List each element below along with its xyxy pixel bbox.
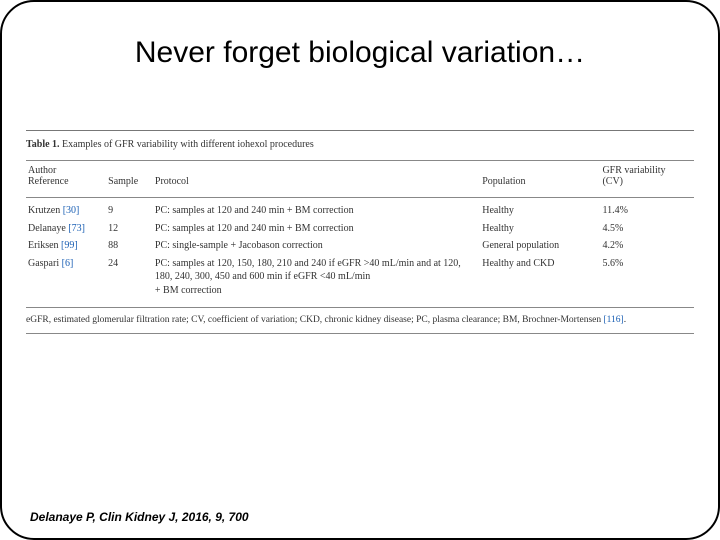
author-ref: [99] <box>61 240 78 251</box>
table-row: Delanaye [73] 12 PC: samples at 120 and … <box>26 220 694 238</box>
header-row: Author Reference Sample Protocol Populat… <box>26 161 694 198</box>
author-name: Delanaye <box>28 223 66 234</box>
cell-population: Healthy <box>480 220 600 238</box>
author-name: Eriksen <box>28 240 59 251</box>
header-cv-text: GFR variability (CV) <box>602 165 665 187</box>
caption-prefix: Table 1. <box>26 139 60 150</box>
cell-sample: 9 <box>106 198 153 220</box>
cell-protocol: PC: samples at 120 and 240 min + BM corr… <box>153 220 480 238</box>
cell-population: General population <box>480 237 600 255</box>
cell-sample: 12 <box>106 220 153 238</box>
table-caption: Table 1. Examples of GFR variability wit… <box>26 130 694 160</box>
table-footnote: eGFR, estimated glomerular filtration ra… <box>26 307 694 334</box>
cell-author: Gaspari [6] <box>26 255 106 304</box>
cell-protocol: PC: single-sample + Jacobason correction <box>153 237 480 255</box>
header-cv: GFR variability (CV) <box>600 161 694 198</box>
header-author: Author Reference <box>26 161 106 198</box>
cell-protocol: PC: samples at 120 and 240 min + BM corr… <box>153 198 480 220</box>
footnote-text: eGFR, estimated glomerular filtration ra… <box>26 315 603 325</box>
author-ref: [30] <box>63 205 80 216</box>
cell-author: Eriksen [99] <box>26 237 106 255</box>
gfr-table: Author Reference Sample Protocol Populat… <box>26 160 694 303</box>
table-row: Krutzen [30] 9 PC: samples at 120 and 24… <box>26 198 694 220</box>
header-sample: Sample <box>106 161 153 198</box>
header-protocol: Protocol <box>153 161 480 198</box>
cell-cv: 4.2% <box>600 237 694 255</box>
footnote-tail: . <box>624 315 626 325</box>
table-body: Krutzen [30] 9 PC: samples at 120 and 24… <box>26 198 694 304</box>
cell-cv: 5.6% <box>600 255 694 304</box>
cell-cv: 11.4% <box>600 198 694 220</box>
cell-author: Krutzen [30] <box>26 198 106 220</box>
author-ref: [6] <box>62 258 74 269</box>
header-population: Population <box>480 161 600 198</box>
table-row: Eriksen [99] 88 PC: single-sample + Jaco… <box>26 237 694 255</box>
cell-author: Delanaye [73] <box>26 220 106 238</box>
caption-text: Examples of GFR variability with differe… <box>62 139 314 150</box>
cell-population: Healthy <box>480 198 600 220</box>
author-name: Krutzen <box>28 205 60 216</box>
header-author-text: Author Reference <box>28 165 69 187</box>
slide-frame: Never forget biological variation… Table… <box>0 0 720 540</box>
table-row: Gaspari [6] 24 PC: samples at 120, 150, … <box>26 255 694 304</box>
cell-sample: 24 <box>106 255 153 304</box>
cell-protocol: PC: samples at 120, 150, 180, 210 and 24… <box>153 255 480 304</box>
table-region: Table 1. Examples of GFR variability wit… <box>26 130 694 334</box>
cell-cv: 4.5% <box>600 220 694 238</box>
cell-sample: 88 <box>106 237 153 255</box>
author-ref: [73] <box>68 223 85 234</box>
author-name: Gaspari <box>28 258 59 269</box>
source-citation: Delanaye P, Clin Kidney J, 2016, 9, 700 <box>30 510 249 524</box>
slide-title: Never forget biological variation… <box>26 36 694 70</box>
cell-population: Healthy and CKD <box>480 255 600 304</box>
footnote-ref: [116] <box>603 315 623 325</box>
